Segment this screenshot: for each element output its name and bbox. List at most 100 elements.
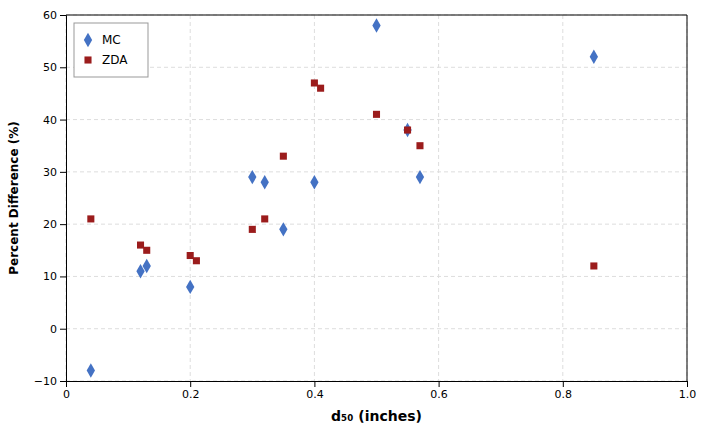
grid (66, 15, 687, 381)
point (248, 170, 256, 184)
legend-item: ZDA (84, 53, 128, 67)
tick: 20 (43, 218, 66, 231)
tick-label: 0.6 (430, 388, 448, 401)
legend-label: ZDA (102, 53, 128, 67)
point (416, 142, 423, 149)
point (187, 252, 194, 259)
axis-line (60, 16, 67, 382)
tick-mark (60, 67, 66, 68)
point (590, 262, 597, 269)
axis-line (67, 382, 688, 388)
tick-mark (60, 329, 66, 330)
grid-line (562, 15, 563, 381)
grid-line (66, 171, 687, 172)
legend-swatch (84, 33, 92, 47)
grid-line (438, 15, 439, 381)
tick-label: −10 (34, 375, 57, 388)
tick-mark (439, 381, 440, 387)
point (249, 226, 256, 233)
frame (66, 15, 687, 16)
x-axis-title: d₅₀ (inches) (331, 408, 422, 424)
tick: 0.4 (306, 381, 324, 401)
tick: 0 (63, 381, 70, 401)
y-axis: −10 0 10 20 30 40 50 60 (34, 9, 67, 388)
point (261, 175, 269, 189)
point (311, 79, 318, 86)
legend-swatch (84, 56, 91, 63)
point (261, 215, 268, 222)
point (186, 280, 194, 294)
tick-mark (687, 381, 688, 387)
tick-mark (60, 224, 66, 225)
grid-line (66, 276, 687, 277)
grid-line (66, 15, 687, 16)
point (404, 126, 411, 133)
tick: 50 (43, 61, 66, 74)
point (279, 222, 287, 236)
point (403, 123, 411, 137)
tick-label: 20 (43, 218, 57, 231)
point (193, 257, 200, 264)
tick-label: 60 (43, 9, 57, 22)
point (416, 170, 424, 184)
tick: 0 (50, 323, 66, 336)
tick-mark (60, 381, 66, 382)
point (310, 175, 318, 189)
grid-line (66, 67, 687, 68)
point (137, 242, 144, 249)
legend-item: MC (84, 33, 121, 47)
tick-label: 0.8 (555, 388, 573, 401)
legend: MC ZDA (74, 23, 148, 77)
tick-label: 0.4 (306, 388, 324, 401)
tick-mark (190, 381, 191, 387)
tick: 1.0 (679, 381, 697, 401)
tick-label: 0 (63, 388, 70, 401)
tick-mark (60, 172, 66, 173)
chart-container: 0 0.2 0.4 0.6 0.8 1.0 −10 0 10 20 30 40 50 60 MC ZDA d₅₀… (0, 0, 709, 433)
tick: 0.6 (430, 381, 448, 401)
tick: 0.2 (182, 381, 200, 401)
grid-line (66, 224, 687, 225)
series (87, 79, 597, 269)
tick-mark (314, 381, 315, 387)
legend-label: MC (102, 33, 121, 47)
grid-line (190, 15, 191, 381)
tick-mark (563, 381, 564, 387)
tick-label: 40 (43, 114, 57, 127)
tick: −10 (34, 375, 66, 388)
chart: 0 0.2 0.4 0.6 0.8 1.0 −10 0 10 20 30 40 50 60 MC ZDA d₅₀… (0, 0, 709, 433)
legend-frame (74, 23, 148, 77)
point (372, 18, 380, 32)
tick-label: 50 (43, 61, 57, 74)
tick-mark (60, 276, 66, 277)
point (373, 111, 380, 118)
grid-line (314, 15, 315, 381)
point (317, 85, 324, 92)
tick: 30 (43, 166, 66, 179)
point (143, 247, 150, 254)
grid-line (66, 328, 687, 329)
grid-line (66, 119, 687, 120)
point (143, 259, 151, 273)
tick-label: 0.2 (182, 388, 200, 401)
point (280, 153, 287, 160)
tick: 60 (43, 9, 66, 22)
tick-mark (60, 15, 66, 16)
y-axis-title: Percent Difference (%) (7, 121, 21, 275)
tick-label: 30 (43, 166, 57, 179)
grid-line (687, 15, 688, 381)
tick: 10 (43, 270, 66, 283)
point (590, 50, 598, 64)
points (87, 18, 598, 378)
plot: 0 0.2 0.4 0.6 0.8 1.0 −10 0 10 20 30 40 50 60 MC ZDA (34, 9, 696, 401)
tick: 40 (43, 114, 66, 127)
tick-label: 10 (43, 270, 57, 283)
tick-mark (60, 120, 66, 121)
tick-label: 0 (50, 323, 57, 336)
frame (687, 15, 688, 381)
point (87, 363, 95, 377)
tick-label: 1.0 (679, 388, 697, 401)
point (87, 215, 94, 222)
x-axis: 0 0.2 0.4 0.6 0.8 1.0 (63, 381, 696, 401)
series (87, 18, 598, 378)
